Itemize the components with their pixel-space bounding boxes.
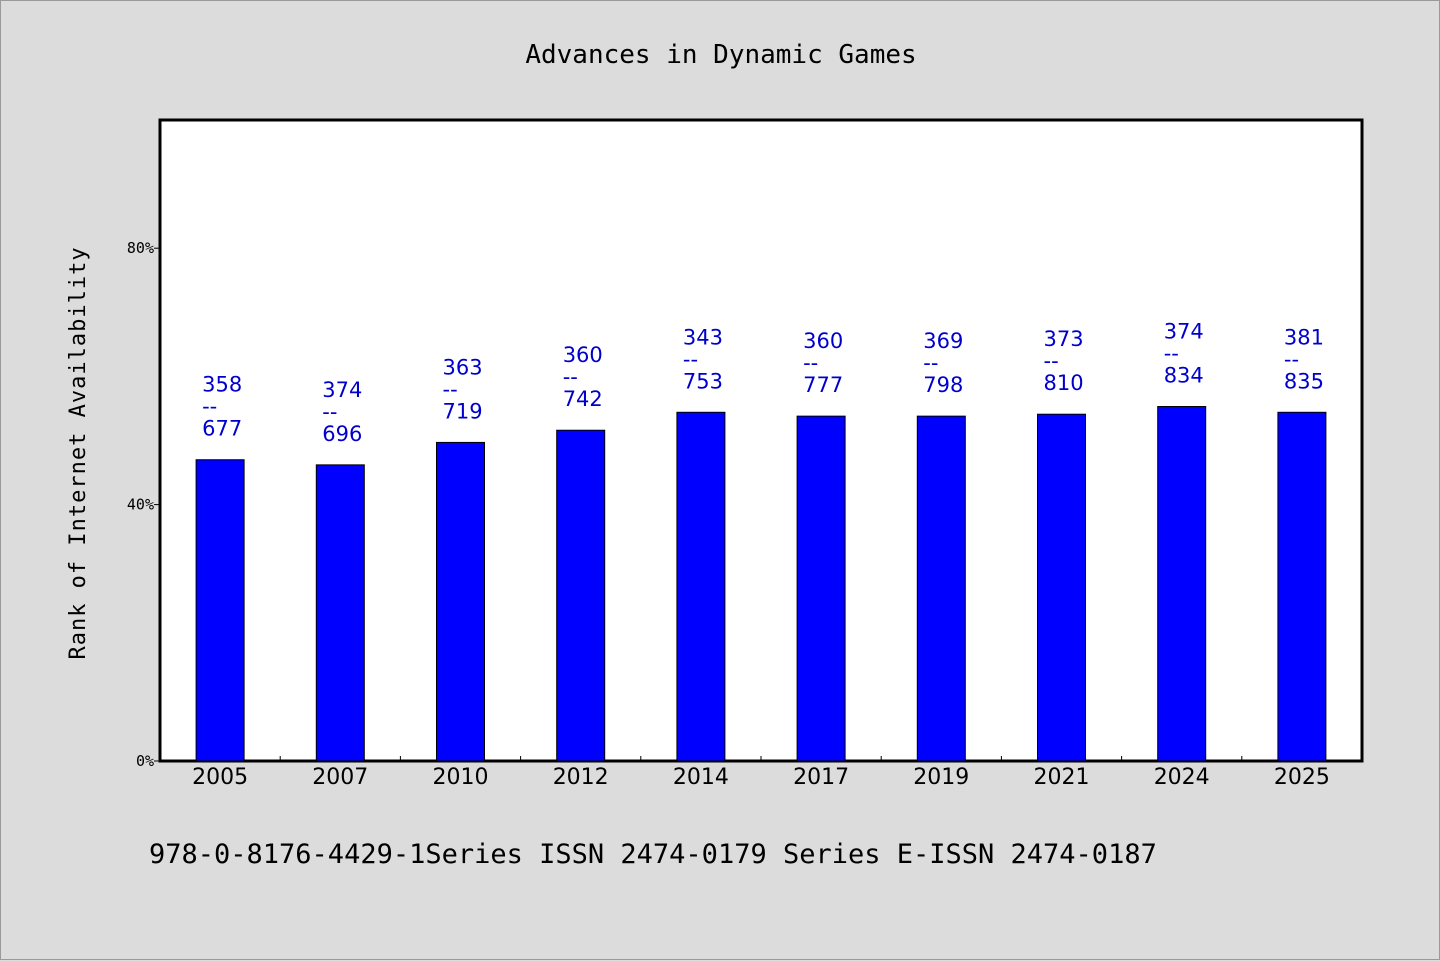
- x-tick-label: 2019: [913, 765, 969, 790]
- data-label-top: 374: [1164, 320, 1204, 344]
- y-tick-label: 80%: [127, 239, 154, 257]
- bar-2025: [1277, 411, 1327, 762]
- data-label-bottom: 834: [1164, 364, 1204, 388]
- bar-2014: [676, 411, 726, 762]
- bar-2017: [796, 415, 846, 762]
- bar-2005: [195, 459, 245, 762]
- data-label-separator: --: [443, 377, 458, 401]
- data-label-bottom: 810: [1044, 371, 1084, 395]
- x-axis-ticks: 2005 2007 2010 2012 2014 2017 2019 2021 2024 2025: [192, 756, 1330, 790]
- bar-series: [195, 406, 1327, 762]
- data-labels: 358--677374--696363--719360--742343--753…: [202, 320, 1324, 446]
- y-tick-label: 0%: [136, 752, 154, 770]
- bar-2024: [1157, 406, 1207, 762]
- data-label-separator: --: [202, 395, 217, 419]
- data-label-bottom: 835: [1284, 369, 1324, 393]
- bar-2012: [556, 429, 606, 762]
- y-tick-label: 40%: [127, 496, 154, 514]
- data-label-bottom: 798: [923, 373, 963, 397]
- data-label-bottom: 742: [563, 387, 603, 411]
- y-axis-label: Rank of Internet Availability: [66, 246, 91, 659]
- data-label-separator: --: [923, 351, 938, 375]
- data-label-separator: --: [803, 351, 818, 375]
- bar-2010: [436, 441, 485, 762]
- data-label-top: 381: [1284, 325, 1324, 349]
- data-label-separator: --: [322, 400, 337, 424]
- x-tick-label: 2017: [793, 765, 849, 790]
- data-label-separator: --: [563, 365, 578, 389]
- bar-2021: [1037, 413, 1086, 762]
- bar-2019: [916, 415, 966, 762]
- data-label-top: 360: [563, 343, 603, 367]
- x-tick-label: 2005: [192, 765, 248, 790]
- data-label-top: 374: [322, 378, 362, 402]
- data-label-bottom: 777: [803, 373, 843, 397]
- data-label-bottom: 753: [683, 369, 723, 393]
- data-label-top: 358: [202, 373, 242, 397]
- data-label-bottom: 677: [202, 417, 242, 441]
- x-tick-label: 2014: [673, 765, 729, 790]
- data-label-bottom: 719: [443, 399, 483, 423]
- data-label-separator: --: [1044, 349, 1059, 373]
- x-tick-label: 2012: [553, 765, 609, 790]
- data-label-bottom: 696: [322, 422, 362, 446]
- data-label-top: 373: [1044, 327, 1084, 351]
- x-tick-label: 2024: [1154, 765, 1210, 790]
- x-tick-label: 2010: [433, 765, 489, 790]
- data-label-top: 360: [803, 329, 843, 353]
- x-tick-label: 2007: [312, 765, 368, 790]
- bar-2007: [315, 464, 365, 762]
- data-label-separator: --: [1164, 342, 1179, 366]
- y-axis-ticks: 0% 40% 80%: [127, 239, 160, 770]
- data-label-separator: --: [683, 347, 698, 371]
- data-label-top: 343: [683, 325, 723, 349]
- x-tick-label: 2025: [1274, 765, 1330, 790]
- footnote-isbn-issn: 978-0-8176-4429-1Series ISSN 2474-0179 S…: [149, 839, 1157, 870]
- x-tick-label: 2021: [1034, 765, 1090, 790]
- data-label-top: 369: [923, 329, 963, 353]
- chart-title: Advances in Dynamic Games: [525, 40, 916, 70]
- data-label-top: 363: [443, 355, 483, 379]
- data-label-separator: --: [1284, 347, 1299, 371]
